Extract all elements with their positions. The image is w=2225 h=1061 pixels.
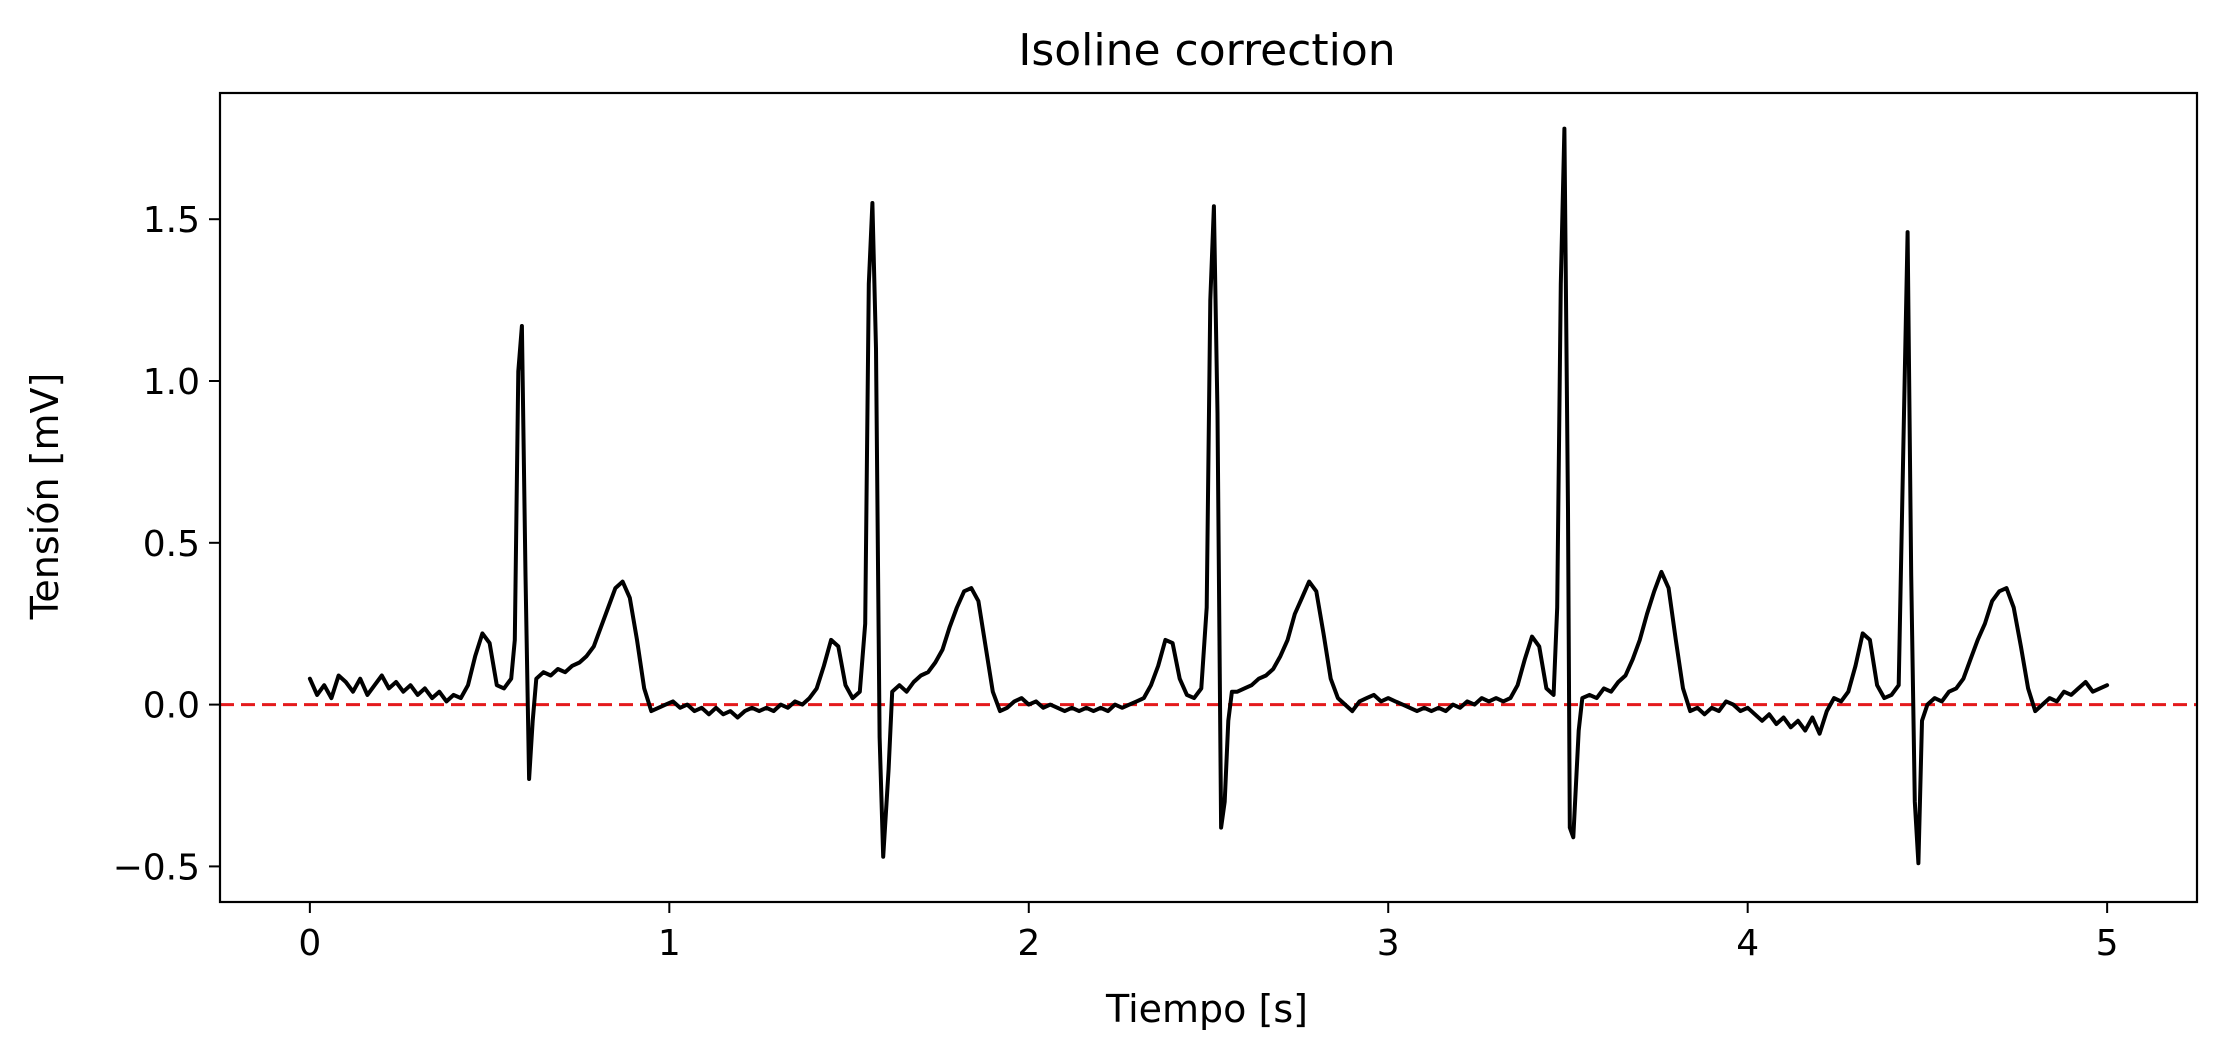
- x-tick-label: 3: [1377, 923, 1400, 964]
- x-tick-label: 4: [1736, 923, 1759, 964]
- ecg-signal-line: [307, 126, 2110, 866]
- y-tick-label: 1.5: [143, 200, 200, 241]
- plot-frame: [218, 91, 2199, 904]
- y-tick-label: 1.0: [143, 362, 200, 403]
- x-tick-label: 1: [658, 923, 681, 964]
- x-axis-label: Tiempo [s]: [1105, 987, 1308, 1031]
- y-axis-label: Tensión [mV]: [23, 373, 67, 621]
- y-tick-label: 0.5: [143, 524, 200, 565]
- x-tick-label: 5: [2096, 923, 2119, 964]
- x-tick-label: 0: [298, 923, 321, 964]
- chart-title: Isoline correction: [1018, 25, 1395, 76]
- x-tick-label: 2: [1017, 923, 1040, 964]
- y-tick-label: 0.0: [143, 686, 200, 727]
- plot-area: [220, 126, 2197, 866]
- y-tick-label: −0.5: [113, 847, 200, 888]
